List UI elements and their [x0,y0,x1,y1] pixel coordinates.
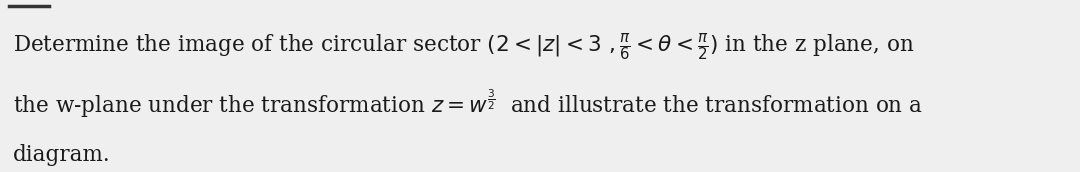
Text: diagram.: diagram. [13,144,111,166]
Text: the w-plane under the transformation $z = w^{\frac{3}{2}}$  and illustrate the t: the w-plane under the transformation $z … [13,88,923,120]
Text: Determine the image of the circular sector $(2 < |z| < 3$ $,\frac{\pi}{6} < \the: Determine the image of the circular sect… [13,31,915,63]
